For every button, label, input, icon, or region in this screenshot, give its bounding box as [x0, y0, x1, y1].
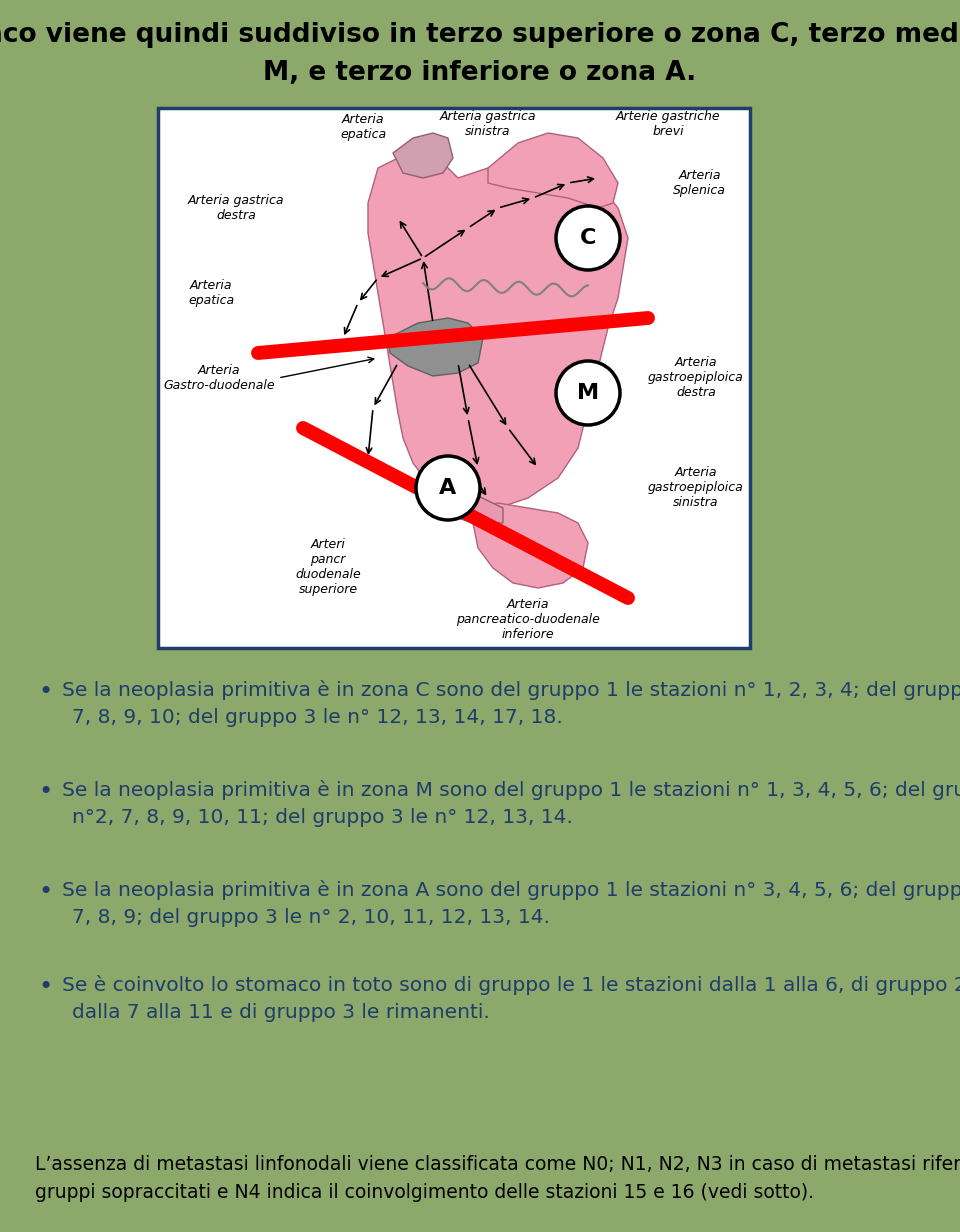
- Text: gruppi sopraccitati e N4 indica il coinvolgimento delle stazioni 15 e 16 (vedi s: gruppi sopraccitati e N4 indica il coinv…: [35, 1183, 814, 1202]
- Polygon shape: [488, 133, 618, 208]
- Text: Arteria
gastroepiploica
destra: Arteria gastroepiploica destra: [648, 356, 744, 399]
- Text: Arteria
epatica: Arteria epatica: [340, 113, 386, 140]
- Text: •: •: [38, 780, 52, 804]
- Polygon shape: [473, 503, 588, 588]
- Text: •: •: [38, 880, 52, 904]
- Bar: [158, 108, 750, 648]
- Text: Arteria
gastroepiploica
sinistra: Arteria gastroepiploica sinistra: [648, 467, 744, 510]
- Text: M, e terzo inferiore o zona A.: M, e terzo inferiore o zona A.: [263, 60, 697, 86]
- Text: Arteria gastrica
sinistra: Arteria gastrica sinistra: [440, 110, 537, 138]
- Text: Arteria
Gastro-duodenale: Arteria Gastro-duodenale: [163, 363, 275, 392]
- Text: •: •: [38, 680, 52, 703]
- Text: Se la neoplasia primitiva è in zona A sono del gruppo 1 le stazioni n° 3, 4, 5, : Se la neoplasia primitiva è in zona A so…: [62, 880, 960, 901]
- Polygon shape: [368, 153, 628, 508]
- Text: 7, 8, 9; del gruppo 3 le n° 2, 10, 11, 12, 13, 14.: 7, 8, 9; del gruppo 3 le n° 2, 10, 11, 1…: [72, 908, 550, 926]
- Text: dalla 7 alla 11 e di gruppo 3 le rimanenti.: dalla 7 alla 11 e di gruppo 3 le rimanen…: [72, 1003, 490, 1023]
- Text: Se la neoplasia primitiva è in zona M sono del gruppo 1 le stazioni n° 1, 3, 4, : Se la neoplasia primitiva è in zona M so…: [62, 780, 960, 800]
- Text: A: A: [440, 478, 457, 498]
- Polygon shape: [393, 133, 453, 177]
- Text: L’assenza di metastasi linfonodali viene classificata come N0; N1, N2, N3 in cas: L’assenza di metastasi linfonodali viene…: [35, 1156, 960, 1174]
- Text: n°2, 7, 8, 9, 10, 11; del gruppo 3 le n° 12, 13, 14.: n°2, 7, 8, 9, 10, 11; del gruppo 3 le n°…: [72, 808, 573, 827]
- Circle shape: [556, 206, 620, 270]
- Text: Arteria
pancreatico-duodenale
inferiore: Arteria pancreatico-duodenale inferiore: [456, 598, 600, 641]
- Text: Arteria
epatica: Arteria epatica: [188, 278, 234, 307]
- Circle shape: [416, 456, 480, 520]
- Text: Arteria gastrica
destra: Arteria gastrica destra: [188, 193, 284, 222]
- Text: Se è coinvolto lo stomaco in toto sono di gruppo le 1 le stazioni dalla 1 alla 6: Se è coinvolto lo stomaco in toto sono d…: [62, 975, 960, 995]
- Text: Arteri
pancr
duodenale
superiore: Arteri pancr duodenale superiore: [295, 538, 361, 596]
- Circle shape: [556, 361, 620, 425]
- Text: Arteria
Splenica: Arteria Splenica: [673, 169, 726, 197]
- Polygon shape: [388, 318, 483, 376]
- Text: 7, 8, 9, 10; del gruppo 3 le n° 12, 13, 14, 17, 18.: 7, 8, 9, 10; del gruppo 3 le n° 12, 13, …: [72, 708, 563, 727]
- Polygon shape: [428, 493, 503, 524]
- Text: Arterie gastriche
brevi: Arterie gastriche brevi: [615, 110, 720, 138]
- Text: •: •: [38, 975, 52, 999]
- Text: Se la neoplasia primitiva è in zona C sono del gruppo 1 le stazioni n° 1, 2, 3, : Se la neoplasia primitiva è in zona C so…: [62, 680, 960, 700]
- Text: M: M: [577, 383, 599, 403]
- Text: Lo stomaco viene quindi suddiviso in terzo superiore o zona C, terzo medio o zon: Lo stomaco viene quindi suddiviso in ter…: [0, 22, 960, 48]
- Text: C: C: [580, 228, 596, 248]
